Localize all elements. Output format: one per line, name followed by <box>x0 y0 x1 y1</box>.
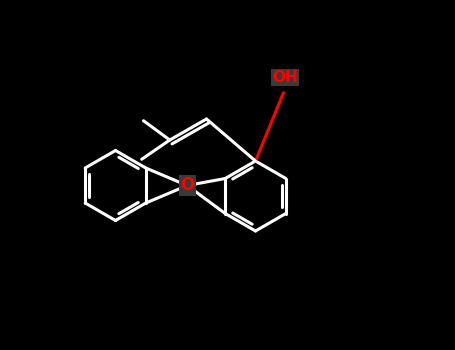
Text: OH: OH <box>273 70 298 85</box>
Text: O: O <box>180 176 194 195</box>
